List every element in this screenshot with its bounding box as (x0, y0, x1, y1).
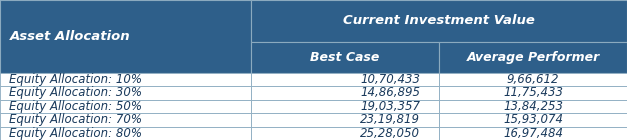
Bar (439, 73, 627, 86)
Bar (0, 0, 251, 73)
Bar (251, 86, 439, 100)
Text: 11,75,433: 11,75,433 (503, 87, 563, 99)
Text: Average Performer: Average Performer (466, 51, 599, 64)
Text: 13,84,253: 13,84,253 (503, 100, 563, 113)
Bar (0, 100, 251, 113)
Text: Asset Allocation: Asset Allocation (9, 30, 130, 43)
Text: 10,70,433: 10,70,433 (360, 73, 420, 86)
Bar (0, 113, 251, 127)
Text: Equity Allocation: 70%: Equity Allocation: 70% (9, 113, 142, 126)
Bar (251, 113, 439, 127)
Text: 23,19,819: 23,19,819 (360, 113, 420, 126)
Text: 16,97,484: 16,97,484 (503, 127, 563, 140)
Bar (439, 100, 627, 113)
Text: Equity Allocation: 10%: Equity Allocation: 10% (9, 73, 142, 86)
Bar (0, 127, 251, 140)
Text: 15,93,074: 15,93,074 (503, 113, 563, 126)
Text: Best Case: Best Case (310, 51, 379, 64)
Bar (251, 127, 439, 140)
Bar (251, 0, 627, 42)
Bar (251, 42, 439, 73)
Text: 9,66,612: 9,66,612 (507, 73, 559, 86)
Bar (439, 42, 627, 73)
Bar (439, 127, 627, 140)
Text: Equity Allocation: 30%: Equity Allocation: 30% (9, 87, 142, 99)
Text: Equity Allocation: 50%: Equity Allocation: 50% (9, 100, 142, 113)
Bar (251, 100, 439, 113)
Text: 14,86,895: 14,86,895 (360, 87, 420, 99)
Bar (439, 86, 627, 100)
Bar (0, 73, 251, 86)
Bar (439, 113, 627, 127)
Text: Equity Allocation: 80%: Equity Allocation: 80% (9, 127, 142, 140)
Bar (251, 73, 439, 86)
Text: 25,28,050: 25,28,050 (360, 127, 420, 140)
Text: 19,03,357: 19,03,357 (360, 100, 420, 113)
Bar (0, 86, 251, 100)
Text: Current Investment Value: Current Investment Value (343, 15, 535, 27)
